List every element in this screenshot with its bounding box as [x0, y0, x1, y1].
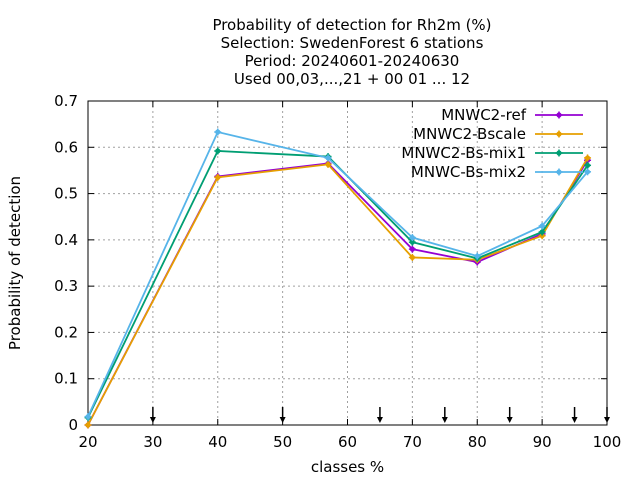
series-MNWC-Bs-mix2 [84, 128, 592, 421]
legend-label: MNWC2-Bscale [413, 125, 526, 143]
y-tick-labels: 0 0.1 0.2 0.3 0.4 0.5 0.6 0.7 [54, 92, 78, 434]
legend-item: MNWC2-ref [441, 106, 583, 124]
series-MNWC2-ref [84, 156, 592, 429]
data-point [214, 128, 222, 136]
series-line [87, 159, 589, 426]
x-tick-label: 50 [273, 433, 292, 451]
arrow-marker [149, 407, 156, 423]
legend-label: MNWC2-ref [441, 106, 526, 124]
x-tick-label: 60 [338, 433, 357, 451]
x-axis-label: classes % [311, 458, 384, 476]
data-point [84, 413, 92, 421]
x-tick-label: 100 [593, 433, 622, 451]
title-line-2: Selection: SwedenForest 6 stations [221, 34, 484, 52]
x-tick-label: 80 [468, 433, 487, 451]
arrow-marker [441, 407, 448, 423]
data-point [473, 252, 481, 260]
data-point [584, 154, 592, 162]
data-point [214, 147, 222, 155]
data-point [408, 234, 416, 242]
x-tick-label: 90 [533, 433, 552, 451]
data-point [324, 154, 332, 162]
data-point [214, 173, 222, 181]
x-tick-label: 30 [143, 433, 162, 451]
y-tick-label: 0.1 [54, 370, 78, 388]
series-MNWC2-Bscale [84, 154, 592, 429]
series-lines [84, 128, 592, 429]
series-line [87, 157, 589, 426]
data-point [584, 168, 592, 176]
data-point [408, 253, 416, 261]
x-tick-label: 70 [403, 433, 422, 451]
y-tick-label: 0 [68, 416, 78, 434]
grid [88, 101, 607, 425]
legend-item: MNWC-Bs-mix2 [411, 163, 583, 181]
arrow-marker [279, 407, 286, 423]
data-point [324, 160, 332, 168]
x-tick-label: 20 [78, 433, 97, 451]
y-tick-label: 0.6 [54, 138, 78, 156]
series-line [87, 150, 589, 418]
chart-title: Probability of detection for Rh2m (%)Sel… [212, 16, 491, 88]
data-point [84, 421, 92, 429]
arrow-marker [506, 407, 513, 423]
arrow-marker [376, 407, 383, 423]
legend-label: MNWC2-Bs-mix1 [401, 144, 526, 162]
legend-item: MNWC2-Bs-mix1 [401, 144, 583, 162]
arrow-marker [571, 407, 578, 423]
arrow-marker [604, 407, 610, 423]
data-point [408, 238, 416, 246]
y-axis-label: Probability of detection [6, 176, 24, 350]
legend-item: MNWC2-Bscale [413, 125, 583, 143]
y-tick-label: 0.3 [54, 277, 78, 295]
data-point [408, 245, 416, 253]
y-tick-label: 0.5 [54, 185, 78, 203]
y-tick-label: 0.4 [54, 231, 78, 249]
x-tick-label: 40 [208, 433, 227, 451]
data-point [538, 222, 546, 230]
x-tick-labels: 20 30 40 50 60 70 80 90 100 [78, 433, 621, 451]
title-line-4: Used 00,03,...,21 + 00 01 ... 12 [234, 70, 470, 88]
data-point [538, 228, 546, 236]
y-tick-label: 0.2 [54, 323, 78, 341]
arrow-markers [149, 407, 610, 423]
title-line-1: Probability of detection for Rh2m (%) [212, 16, 491, 34]
title-line-3: Period: 20240601-20240630 [245, 52, 460, 70]
y-tick-label: 0.7 [54, 92, 78, 110]
data-point [584, 161, 592, 169]
legend: MNWC2-refMNWC2-BscaleMNWC2-Bs-mix1MNWC-B… [401, 106, 583, 181]
legend-label: MNWC-Bs-mix2 [411, 163, 526, 181]
